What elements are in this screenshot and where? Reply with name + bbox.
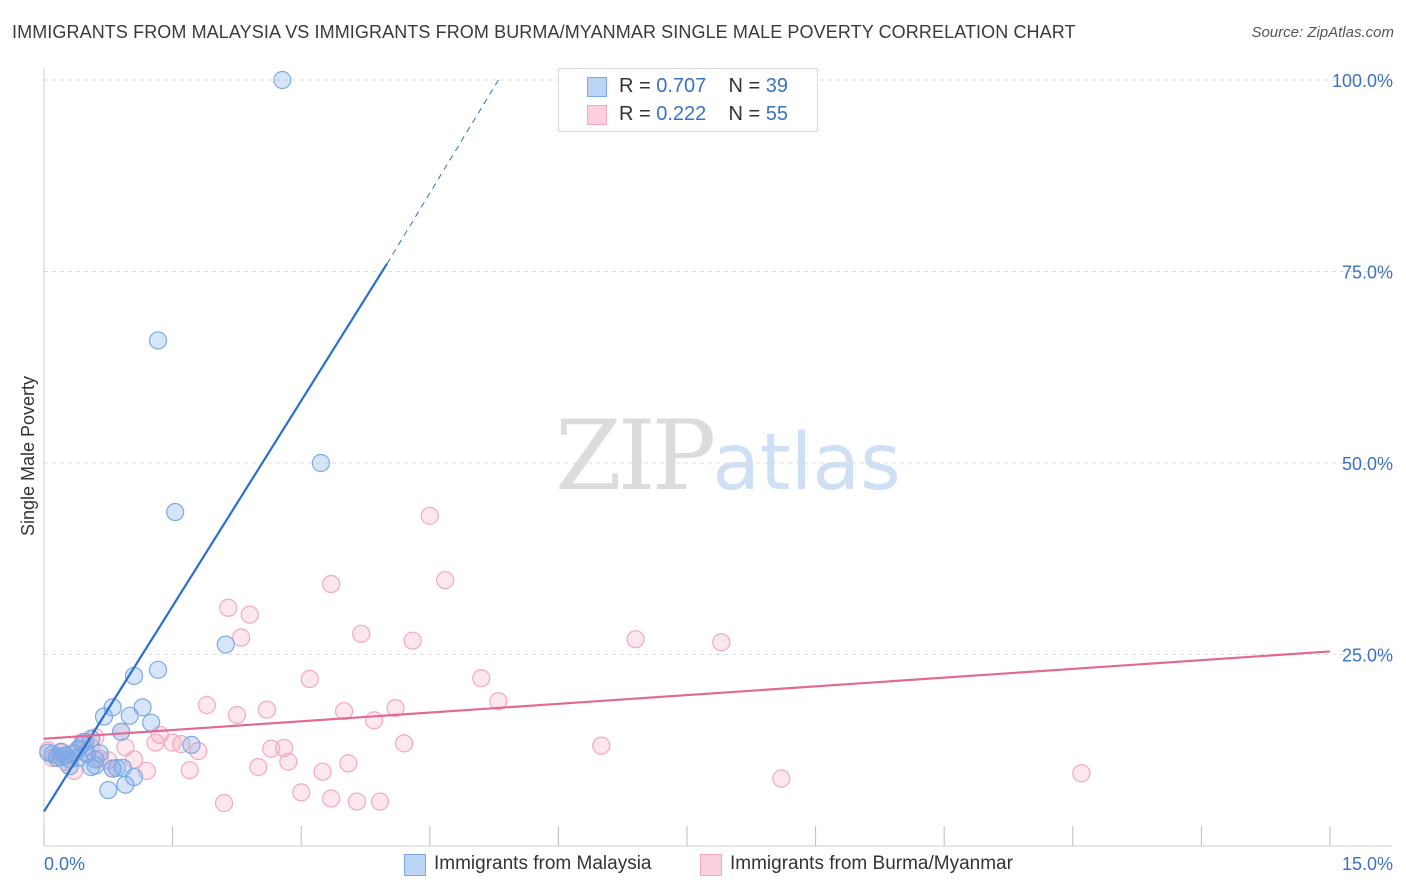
burma-point-23 [180,761,199,780]
malaysia-point-30 [311,453,331,473]
burma-point-51 [436,571,455,590]
burma-point-36 [292,783,311,802]
burma-point-46 [370,792,390,811]
burma-point-41 [334,702,354,721]
malaysia-point-14 [99,780,118,800]
burma-point-22 [172,735,191,754]
burma-point-26 [214,794,234,813]
watermark-zip: ZIP [555,400,716,512]
malaysia-point-28 [216,635,235,654]
burma-point-54 [592,736,611,755]
burma-point-57 [772,769,791,788]
x-tick-label-max: 15.0% [1342,854,1393,874]
y-tick-label-3: 100.0% [1332,71,1393,91]
burma-point-42 [339,754,358,773]
legend-swatch-pink [587,105,607,125]
malaysia-point-34 [103,759,122,778]
burma-point-55 [626,630,645,649]
malaysia-point-29 [273,70,292,90]
legend-swatch-blue [587,77,607,97]
chart-title: IMMIGRANTS FROM MALAYSIA VS IMMIGRANTS F… [12,22,1076,42]
malaysia-point-15 [103,698,122,717]
burma-point-58 [1072,764,1091,783]
burma-point-40 [322,789,341,808]
legend-r-label: R = [619,75,651,97]
legend-label-malaysia: Immigrants from Malaysia [434,853,652,874]
legend-swatch-blue [404,854,426,876]
burma-point-35 [279,752,298,771]
malaysia-point-33 [86,756,105,775]
burma-point-48 [394,734,414,753]
x-tick-label-min: 0.0% [44,854,85,874]
burma-point-53 [489,692,508,711]
legend-n-value-burma: 55 [765,103,789,125]
burma-point-32 [257,700,277,719]
burma-point-45 [364,711,384,730]
legend-swatch-pink [700,854,722,876]
legend-r-value-burma: 0.222 [656,103,707,125]
burma-point-34 [274,738,294,758]
burma-trend-line [43,650,1331,740]
source-label: Source: ZipAtlas.com [1251,24,1394,41]
burma-point-29 [232,628,251,647]
burma-point-47 [386,699,405,718]
y-tick-label-0: 25.0% [1342,646,1393,666]
malaysia-trend-line [43,263,388,813]
legend-n-label: N = [728,75,761,97]
y-axis-label: Single Male Poverty [18,376,38,536]
legend-label-burma: Immigrants from Burma/Myanmar [730,853,1013,874]
legend-r-label: R = [619,103,651,125]
burma-point-28 [227,705,246,725]
burma-point-30 [240,605,259,624]
burma-point-44 [352,624,371,643]
malaysia-point-26 [166,502,185,522]
burma-point-31 [249,758,268,777]
burma-point-56 [712,633,731,652]
malaysia-point-27 [182,735,201,754]
malaysia-point-19 [120,706,139,725]
malaysia-point-23 [142,713,161,732]
malaysia-point-24 [148,331,168,350]
y-tick-label-1: 50.0% [1342,454,1393,474]
burma-point-37 [300,669,319,689]
burma-point-39 [322,574,341,594]
malaysia-point-35 [113,758,132,777]
legend-n-value-malaysia: 39 [765,75,789,97]
malaysia-trend-extension [386,79,499,265]
burma-point-52 [472,669,491,688]
burma-point-49 [403,631,422,650]
burma-point-27 [219,598,238,617]
malaysia-point-25 [148,660,168,679]
burma-point-25 [197,695,216,715]
legend-r-value-malaysia: 0.707 [656,75,707,97]
malaysia-point-22 [133,698,152,717]
burma-point-24 [189,741,208,761]
y-tick-label-2: 75.0% [1342,263,1393,283]
burma-point-33 [262,739,281,758]
burma-point-43 [347,792,367,811]
burma-point-50 [420,506,439,525]
malaysia-point-17 [112,722,131,741]
burma-point-38 [313,762,332,781]
legend-n-label: N = [728,103,761,125]
correlation-legend: R = 0.707 N = 39 R = 0.222 N = 55 [558,68,818,132]
